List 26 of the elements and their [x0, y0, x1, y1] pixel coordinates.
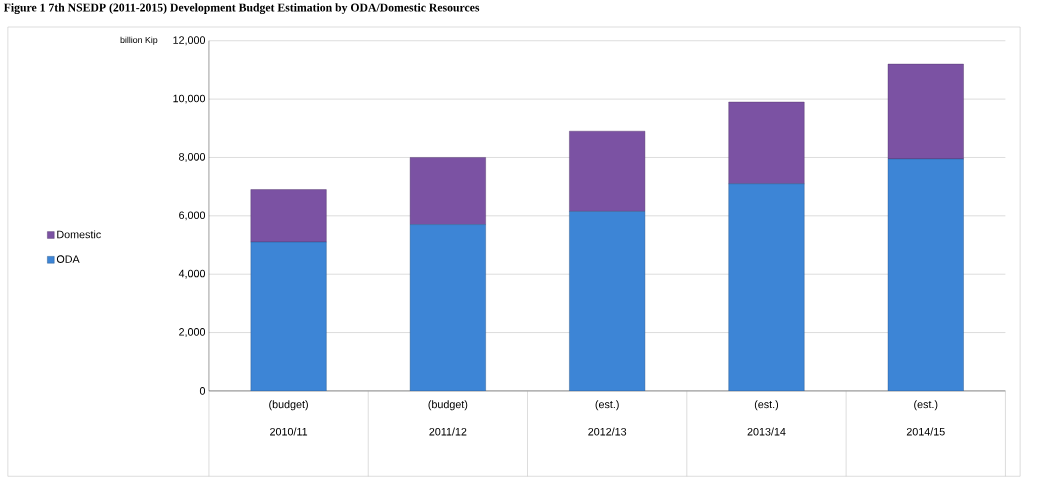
y-tick-label: 4,000: [178, 269, 206, 279]
category-label: (budget) 2011/12: [428, 400, 468, 436]
y-tick-label: 6,000: [179, 211, 206, 221]
bar: [409, 157, 486, 225]
category-label: (est.) 2012/13: [588, 400, 627, 436]
y-tick-label: 0: [199, 387, 206, 395]
y-axis-title: billion Kip: [120, 36, 158, 45]
legend-label: Domestic: [57, 230, 101, 239]
bar: [728, 101, 805, 184]
y-tick-label: 10,000: [173, 94, 206, 104]
y-tick-label: 12,000: [173, 36, 206, 46]
category-label: (budget) 2010/11: [269, 400, 308, 436]
category-label: (est.) 2013/14: [747, 400, 786, 436]
bar: [887, 63, 964, 160]
bar: [728, 183, 805, 391]
category-label: (est.) 2014/15: [906, 400, 945, 436]
bar: [409, 224, 486, 391]
y-tick-label: 2,000: [179, 328, 206, 338]
bar: [887, 158, 964, 391]
chart-title: Figure 1 7th NSEDP (2011-2015) Development Budget Estimation by ODA/Domestic Resources: [3, 3, 480, 15]
bar: [569, 131, 646, 212]
bar: [250, 241, 327, 391]
y-tick-label: 8,000: [179, 153, 206, 162]
legend-label: ODA: [56, 255, 80, 264]
bar: [569, 211, 646, 391]
bar: [250, 189, 327, 243]
